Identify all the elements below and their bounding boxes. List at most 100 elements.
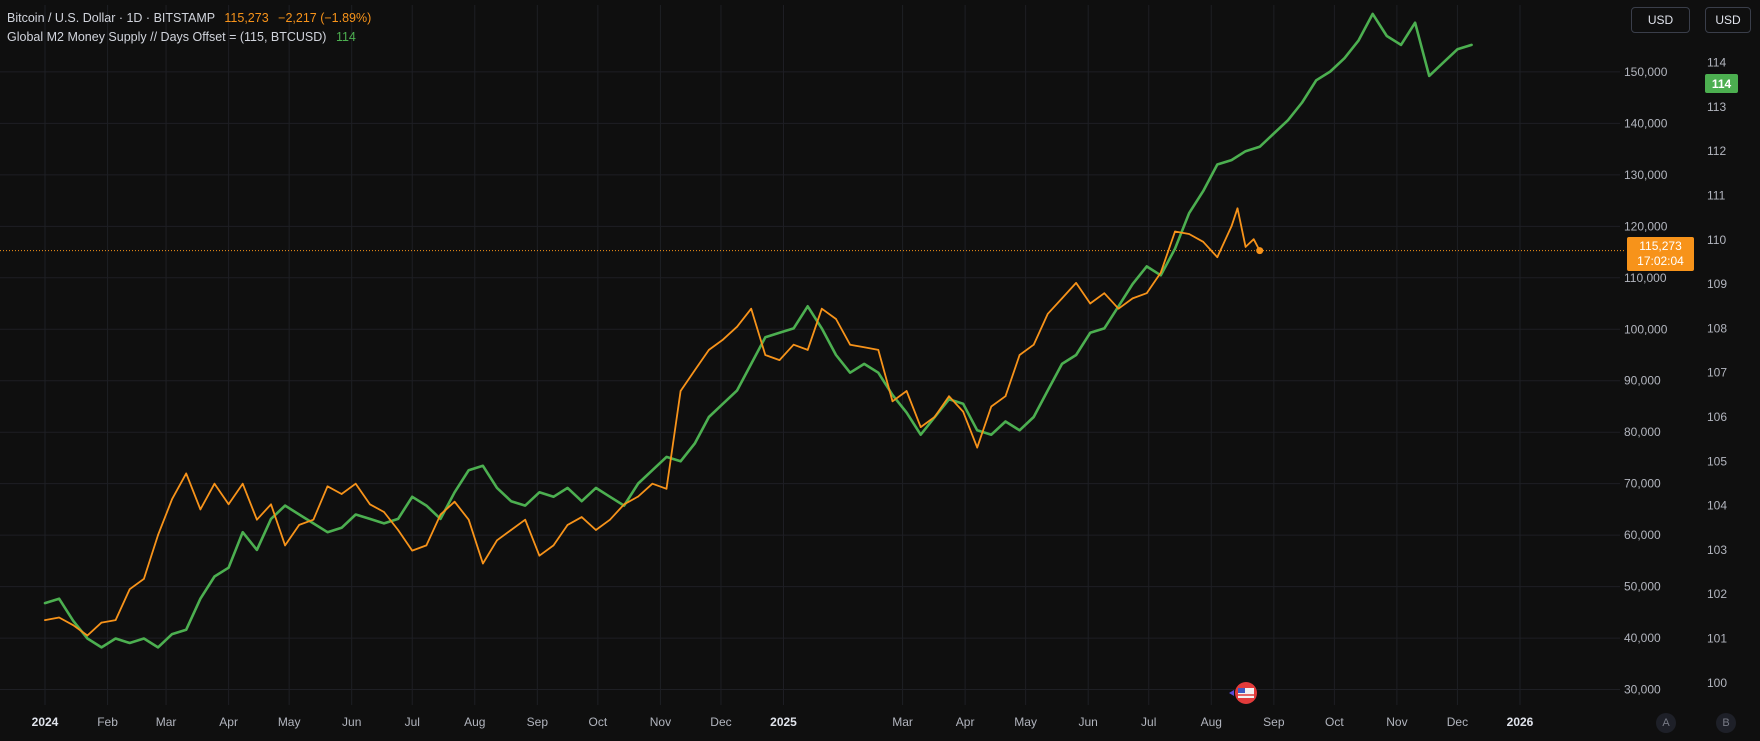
m2-data-point [1258,146,1261,148]
auto-scale-button[interactable]: A [1656,713,1676,733]
left-tick-label: 110,000 [1624,271,1667,285]
right-tick-label: 105 [1707,454,1727,468]
time-axis: 2024 Feb Mar Apr May Jun Jul Aug Sep Oct Nov Dec 202… [32,715,1534,729]
btc-data-point [241,482,244,485]
m2-data-point [185,628,187,631]
btc-data-point [482,562,484,565]
m2-data-point [1202,190,1204,192]
m2-data-point [425,504,428,507]
left-tick-label: 40,000 [1624,631,1661,645]
m2-data-point [467,469,470,472]
left-tick-label: 100,000 [1624,322,1668,336]
m2-data-point [1400,44,1402,46]
btc-legend-row[interactable]: Bitcoin / U.S. Dollar · 1D · BITSTAMP 11… [7,9,371,28]
m2-data-point [1357,39,1360,42]
m2-data-point [114,637,117,640]
right-tick-label: 107 [1707,366,1727,380]
time-tick-label: Aug [464,715,485,729]
currency-button-right[interactable]: USD [1705,7,1751,33]
m2-data-point [1061,363,1063,365]
btc-data-point [1236,207,1239,210]
m2-data-point [1386,35,1388,37]
time-tick-label: Jul [405,715,420,729]
m2-data-point [86,637,89,640]
series-layer [43,12,1473,649]
log-scale-button[interactable]: B [1716,713,1736,733]
left-tick-label: 60,000 [1624,528,1661,542]
btc-data-point [453,500,456,503]
m2-data-point [580,500,583,503]
btc-data-point [948,395,950,398]
btc-data-point [679,390,682,392]
right-tick-label: 111 [1707,189,1726,203]
btc-data-point [566,524,569,526]
btc-badge-countdown: 17:02:04 [1637,254,1684,268]
m2-data-point [58,597,60,600]
m2-data-point [1470,44,1473,46]
btc-data-point [157,534,159,536]
btc-data-point [256,518,258,521]
btc-data-point [100,621,103,624]
m2-data-point [1032,416,1035,418]
m2-data-point [693,442,696,445]
btc-data-point [298,524,301,526]
m2-data-point [736,389,738,392]
btc-data-point [270,503,272,506]
m2-data-point [256,549,258,551]
right-tick-label: 103 [1707,543,1727,557]
btc-data-point [1174,230,1176,233]
btc-data-point [1202,241,1204,243]
left-tick-label: 150,000 [1624,65,1668,79]
m2-data-point [1442,61,1445,64]
m2-data-point [143,637,145,640]
left-tick-label: 70,000 [1624,477,1661,491]
m2-data-point [397,518,399,520]
btc-data-point [538,554,541,557]
btc-data-point [665,488,668,490]
m2-data-point [100,646,103,649]
m2-data-point [340,527,343,529]
btc-data-point [891,400,894,403]
time-tick-label: Mar [156,715,177,729]
m2-data-point [1145,265,1148,268]
right-tick-label: 112 [1707,144,1726,158]
btc-data-point [354,482,357,485]
time-tick-label: Apr [219,715,238,729]
chart-legend: Bitcoin / U.S. Dollar · 1D · BITSTAMP 11… [7,9,371,47]
m2-data-point [962,402,964,405]
time-tick-label: 2025 [770,715,797,729]
btc-data-point [580,516,583,518]
m2-data-point [778,332,781,334]
time-tick-label: Aug [1201,715,1222,729]
us-flag-icon[interactable] [1229,682,1257,704]
btc-data-point [1004,395,1007,398]
btc-data-point [143,578,145,580]
m2-data-point [72,620,74,622]
btc-data-point [397,529,399,531]
time-tick-label: Oct [1325,715,1344,729]
right-m2-axis: 100 101 102 103 104 105 106 107 108 109 110 111 112 1… [1707,11,1727,690]
btc-data-point [778,359,781,361]
m2-data-point [1188,212,1190,214]
currency-button-left[interactable]: USD [1631,7,1690,33]
btc-data-point [496,539,498,542]
m2-data-point [708,416,710,418]
m2-legend-row[interactable]: Global M2 Money Supply // Days Offset = … [7,28,371,47]
m2-data-point [637,482,639,485]
btc-data-point [863,346,865,349]
time-tick-label: 2026 [1507,715,1534,729]
m2-data-point [312,522,315,525]
m2-data-point [665,456,668,458]
btc-data-point [835,318,837,320]
m2-data-point [284,504,286,507]
m2-data-point [1329,70,1332,73]
m2-data-point [171,633,173,635]
left-tick-label: 140,000 [1624,116,1668,130]
m2-data-point [1117,305,1120,308]
btc-data-point [609,518,611,521]
btc-data-point [1061,297,1063,300]
btc-badge-price: 115,273 [1639,239,1682,253]
btc-data-point [1230,225,1233,228]
time-tick-label: Nov [1386,715,1407,729]
